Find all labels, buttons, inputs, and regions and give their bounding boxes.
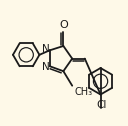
- Text: N: N: [42, 62, 50, 72]
- Text: O: O: [60, 20, 68, 30]
- Text: CH₃: CH₃: [74, 87, 93, 97]
- Text: Cl: Cl: [96, 100, 106, 110]
- Text: N: N: [42, 44, 50, 54]
